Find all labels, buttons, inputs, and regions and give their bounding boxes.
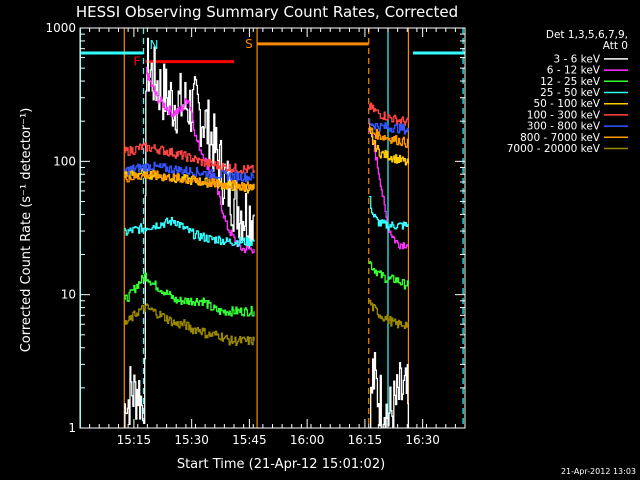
legend-entry-2: 12 - 25 keV	[540, 76, 601, 88]
y-tick-label-1: 10	[61, 288, 76, 302]
legend-entry-6: 300 - 800 keV	[527, 121, 601, 133]
legend-entry-1: 6 - 12 keV	[547, 65, 601, 77]
legend-entry-4: 50 - 100 keV	[533, 98, 600, 110]
legend-entry-3: 25 - 50 keV	[540, 87, 601, 99]
series-line-8-seg-1	[368, 299, 410, 330]
series-line-7-seg-1	[368, 123, 410, 148]
series-line-3-seg-1	[368, 195, 410, 231]
series-line-3-seg-0	[124, 216, 255, 247]
series-line-2-seg-0	[124, 272, 255, 317]
series-line-0-seg-0	[124, 37, 255, 428]
series-line-6-seg-0	[124, 161, 255, 183]
series-line-6-seg-1	[368, 118, 410, 135]
series-line-5-seg-0	[124, 142, 255, 174]
marker-label-N: N	[150, 38, 159, 52]
legend-entry-0: 3 - 6 keV	[553, 53, 600, 65]
annotation-label-S: S	[245, 37, 253, 51]
legend-entry-8: 7000 - 20000 keV	[507, 143, 601, 155]
legend-header-0: Det 1,3,5,6,7,9,	[546, 29, 628, 41]
y-tick-label-3: 1000	[45, 21, 76, 35]
x-tick-label-2: 15:45	[232, 433, 267, 447]
annotation-label-F: F	[133, 55, 140, 69]
y-axis-label: Corrected Count Rate (s⁻¹ detector⁻¹)	[19, 108, 34, 353]
x-tick-label-3: 16:00	[290, 433, 325, 447]
footer-date: 21-Apr-2012 13:03	[561, 467, 636, 476]
legend-entry-5: 100 - 300 keV	[527, 109, 601, 121]
y-tick-label-2: 100	[53, 154, 76, 168]
legend-header-1: Att 0	[603, 40, 628, 52]
x-tick-label-4: 16:15	[348, 433, 383, 447]
series-line-5-seg-1	[368, 102, 410, 126]
y-tick-label-0: 1	[68, 421, 76, 435]
chart-title: HESSI Observing Summary Count Rates, Cor…	[76, 3, 458, 21]
x-tick-label-0: 15:15	[117, 433, 152, 447]
series-line-4-seg-1	[368, 126, 410, 166]
legend-entry-7: 800 - 7000 keV	[520, 132, 601, 144]
x-tick-label-5: 16:30	[405, 433, 440, 447]
x-axis-label: Start Time (21-Apr-12 15:01:02)	[177, 457, 385, 472]
series-line-1-seg-0	[145, 66, 255, 254]
series-line-0-seg-1	[368, 352, 410, 428]
x-tick-label-1: 15:30	[174, 433, 209, 447]
series-line-8-seg-0	[124, 303, 255, 346]
plot-area	[80, 28, 465, 428]
series-line-7-seg-0	[124, 169, 255, 191]
series-line-2-seg-1	[368, 261, 410, 290]
